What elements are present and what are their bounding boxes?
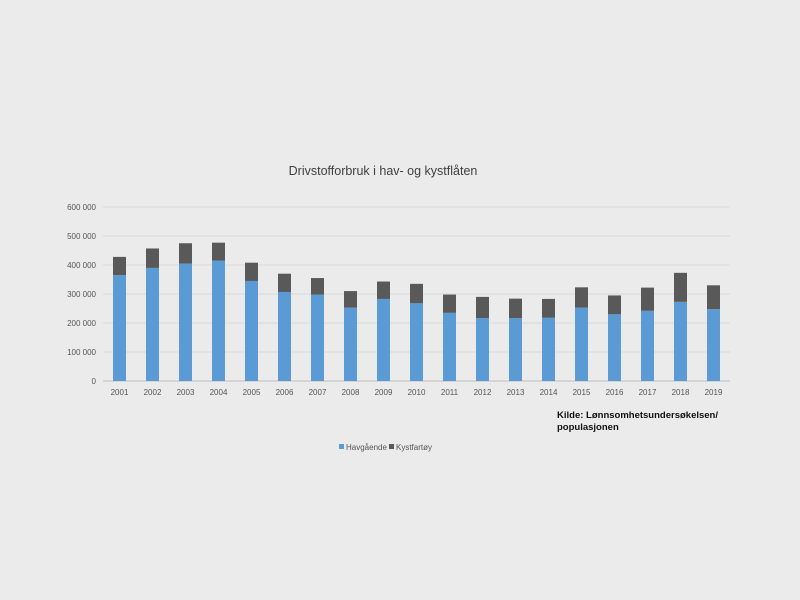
bar-havgaende (146, 267, 159, 381)
x-tick-label: 2015 (573, 388, 591, 397)
bar-havgaende (542, 317, 555, 381)
bar-havgaende (641, 310, 654, 381)
bar-kystfartoy (311, 278, 324, 295)
legend-label-havgaende: Havgående (346, 443, 387, 452)
bar-havgaende (212, 260, 225, 381)
x-tick-label: 2012 (474, 388, 492, 397)
y-tick-label: 600 000 (67, 203, 96, 212)
x-tick-label: 2013 (507, 388, 525, 397)
legend-swatch-havgaende (339, 444, 344, 449)
x-tick-label: 2018 (672, 388, 690, 397)
x-tick-label: 2006 (276, 388, 294, 397)
bars (113, 242, 720, 381)
bar-kystfartoy (542, 298, 555, 318)
source-line-2: populasjonen (557, 422, 619, 433)
bar-havgaende (113, 275, 126, 381)
bar-havgaende (443, 312, 456, 381)
bar-havgaende (377, 298, 390, 381)
x-tick-label: 2004 (210, 388, 228, 397)
bar-kystfartoy (575, 287, 588, 308)
x-axis-ticks: 2001 2002 2003 2004 2005 2006 2007 2008 2009 2010… (111, 388, 723, 397)
x-tick-label: 2019 (705, 388, 723, 397)
x-tick-label: 2002 (144, 388, 162, 397)
x-tick-label: 2007 (309, 388, 327, 397)
x-tick-label: 2001 (111, 388, 129, 397)
x-tick-label: 2010 (408, 388, 426, 397)
bar-havgaende (245, 280, 258, 381)
x-tick-label: 2011 (441, 388, 459, 397)
bar-kystfartoy (410, 283, 423, 304)
y-axis-ticks: 0 100 000 200 000 300 000 400 000 500 000 600 … (67, 203, 96, 386)
bar-kystfartoy (245, 262, 258, 281)
bar-havgaende (311, 294, 324, 381)
bar-havgaende (575, 307, 588, 381)
x-tick-label: 2014 (540, 388, 558, 397)
legend-label-kystfartoy: Kystfartøy (396, 443, 432, 452)
legend: Havgående Kystfartøy (339, 443, 432, 452)
y-tick-label: 0 (92, 377, 97, 386)
y-tick-label: 500 000 (67, 232, 96, 241)
x-tick-label: 2003 (177, 388, 195, 397)
bar-kystfartoy (476, 296, 489, 319)
bar-kystfartoy (641, 287, 654, 311)
x-tick-label: 2017 (639, 388, 657, 397)
bar-havgaende (674, 301, 687, 381)
bar-kystfartoy (707, 285, 720, 310)
bar-kystfartoy (608, 295, 621, 315)
bar-kystfartoy (344, 291, 357, 308)
bar-kystfartoy (113, 256, 126, 276)
bar-kystfartoy (212, 242, 225, 261)
bar-kystfartoy (179, 243, 192, 264)
bar-havgaende (410, 303, 423, 381)
bar-havgaende (179, 263, 192, 381)
y-tick-label: 400 000 (67, 261, 96, 270)
bar-havgaende (476, 318, 489, 381)
x-tick-label: 2009 (375, 388, 393, 397)
bar-havgaende (707, 309, 720, 381)
source-line-1: Kilde: Lønnsomhetsundersøkelsen/ (557, 410, 718, 421)
bar-havgaende (608, 314, 621, 381)
x-tick-label: 2016 (606, 388, 624, 397)
bar-kystfartoy (443, 294, 456, 313)
bar-havgaende (278, 291, 291, 381)
y-tick-label: 200 000 (67, 319, 96, 328)
bar-kystfartoy (674, 272, 687, 302)
source-note: Kilde: Lønnsomhetsundersøkelsen/ populas… (557, 410, 757, 434)
bar-kystfartoy (278, 273, 291, 292)
bar-havgaende (509, 318, 522, 381)
y-tick-label: 300 000 (67, 290, 96, 299)
x-tick-label: 2008 (342, 388, 360, 397)
chart-title: Drivstofforbruk i hav- og kystflåten (289, 164, 478, 178)
legend-swatch-kystfartoy (389, 444, 394, 449)
x-tick-label: 2005 (243, 388, 261, 397)
bar-kystfartoy (146, 248, 159, 268)
bar-kystfartoy (509, 298, 522, 319)
bar-havgaende (344, 307, 357, 381)
y-tick-label: 100 000 (67, 348, 96, 357)
bar-kystfartoy (377, 281, 390, 299)
